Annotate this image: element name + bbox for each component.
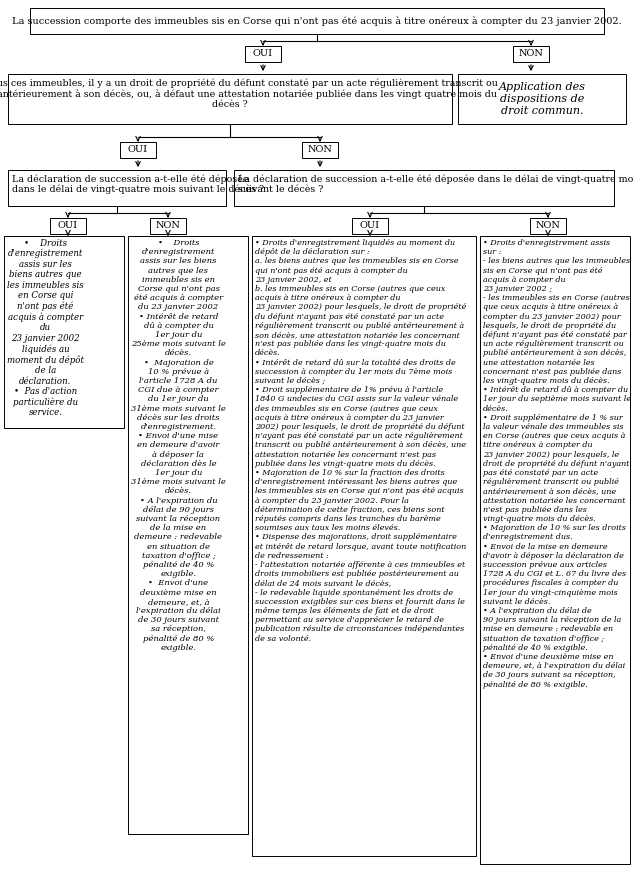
Text: NON: NON [519,49,543,58]
Text: •    Droits
d'enregistrement
assis sur les
biens autres que
les immeubles sis
en: • Droits d'enregistrement assis sur les … [7,239,84,417]
Text: La déclaration de succession a-t-elle été déposée
dans le délai de vingt-quatre : La déclaration de succession a-t-elle ét… [12,174,264,194]
Text: OUI: OUI [128,145,148,155]
Bar [352,218,388,234]
Bar [234,170,614,206]
Bar [302,142,338,158]
Bar [50,218,86,234]
Text: OUI: OUI [253,49,273,58]
Bar [150,218,186,234]
Bar [530,218,566,234]
Text: OUI: OUI [360,222,380,231]
Bar [8,170,226,206]
Bar [245,46,281,62]
Text: • Droits d'enregistrement liquidés au moment du
dépôt de la déclaration sur :
a.: • Droits d'enregistrement liquidés au mo… [255,239,466,642]
Bar [30,8,604,34]
Bar [4,236,124,428]
Bar [8,74,452,124]
Bar [458,74,626,124]
Text: NON: NON [155,222,181,231]
Text: NON: NON [536,222,560,231]
Text: La déclaration de succession a-t-elle été déposée dans le délai de vingt-quatre : La déclaration de succession a-t-elle ét… [238,174,634,194]
Text: Application des
dispositions de
droit commun.: Application des dispositions de droit co… [498,83,586,115]
Text: OUI: OUI [58,222,78,231]
Text: Pour tous ces immeubles, il y a un droit de propriété du défunt constaté par un : Pour tous ces immeubles, il y a un droit… [0,78,498,109]
Bar [480,236,630,864]
Bar [252,236,476,856]
Text: NON: NON [307,145,332,155]
Text: • Droits d'enregistrement assis
sur :
- les biens autres que les immeubles
sis e: • Droits d'enregistrement assis sur : - … [483,239,631,688]
Bar [513,46,549,62]
Bar [128,236,248,834]
Bar [120,142,156,158]
Text: •    Droits
d'enregistrement
assis sur les biens
autres que les
immeubles sis en: • Droits d'enregistrement assis sur les … [131,239,226,652]
Text: La succession comporte des immeubles sis en Corse qui n'ont pas été acquis à tit: La succession comporte des immeubles sis… [12,16,622,26]
